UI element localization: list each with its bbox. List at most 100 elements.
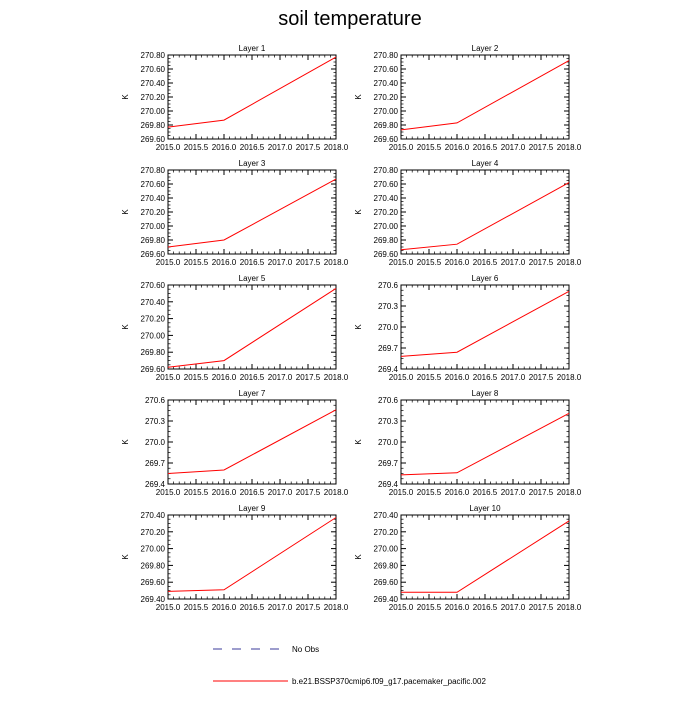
x-tick-label: 2015.5 <box>184 603 209 612</box>
x-tick-label: 2016.0 <box>212 373 237 382</box>
x-tick-label: 2017.0 <box>501 488 526 497</box>
legend: No Obs b.e21.BSSP370cmip6.f09_g17.pacemak… <box>213 645 486 686</box>
x-tick-label: 2018.0 <box>557 488 582 497</box>
legend-no-obs-label: No Obs <box>292 645 319 654</box>
x-tick-label: 2016.0 <box>445 488 470 497</box>
y-tick-label: 270.6 <box>378 281 399 290</box>
x-tick-label: 2018.0 <box>557 143 582 152</box>
y-axis-label: K <box>354 324 363 330</box>
y-tick-label: 269.7 <box>378 344 399 353</box>
x-tick-label: 2016.0 <box>212 258 237 267</box>
y-tick-label: 269.60 <box>141 135 166 144</box>
x-tick-label: 2015.0 <box>389 143 414 152</box>
x-tick-label: 2015.0 <box>156 258 181 267</box>
y-tick-label: 270.20 <box>141 208 166 217</box>
y-tick-label: 270.40 <box>374 79 399 88</box>
series-line <box>400 182 570 251</box>
y-tick-label: 270.80 <box>374 51 399 60</box>
panel-title: Layer 4 <box>472 159 499 168</box>
y-tick-label: 270.80 <box>141 51 166 60</box>
y-tick-label: 269.60 <box>141 365 166 374</box>
y-tick-label: 269.80 <box>374 561 399 570</box>
y-tick-label: 270.3 <box>378 417 399 426</box>
y-tick-label: 270.20 <box>141 528 166 537</box>
y-tick-label: 270.00 <box>141 107 166 116</box>
y-tick-label: 270.20 <box>374 93 399 102</box>
x-tick-label: 2016.5 <box>240 488 265 497</box>
x-tick-label: 2016.0 <box>445 143 470 152</box>
panel-title: Layer 1 <box>239 44 266 53</box>
x-tick-label: 2015.0 <box>156 143 181 152</box>
x-tick-label: 2017.5 <box>529 373 554 382</box>
y-tick-label: 269.4 <box>145 480 166 489</box>
x-tick-label: 2017.5 <box>296 603 321 612</box>
plot-frame <box>167 169 337 255</box>
x-tick-label: 2018.0 <box>324 373 349 382</box>
x-tick-label: 2018.0 <box>557 258 582 267</box>
panel-title: Layer 2 <box>472 44 499 53</box>
y-tick-label: 270.40 <box>141 511 166 520</box>
x-tick-label: 2017.0 <box>268 143 293 152</box>
x-tick-label: 2016.5 <box>473 603 498 612</box>
y-tick-label: 270.20 <box>141 315 166 324</box>
panel-title: Layer 9 <box>239 504 266 513</box>
series-line <box>401 520 570 593</box>
y-axis-label: K <box>121 439 130 445</box>
x-tick-label: 2015.5 <box>417 373 442 382</box>
series-line <box>167 409 337 474</box>
y-tick-label: 270.00 <box>374 545 399 554</box>
x-tick-label: 2017.5 <box>296 373 321 382</box>
y-tick-label: 269.60 <box>374 578 399 587</box>
y-tick-label: 269.80 <box>141 121 166 130</box>
x-tick-label: 2017.5 <box>529 258 554 267</box>
x-tick-label: 2015.0 <box>156 488 181 497</box>
y-tick-label: 270.20 <box>374 528 399 537</box>
y-tick-label: 270.40 <box>141 298 166 307</box>
y-tick-label: 270.00 <box>374 222 399 231</box>
plot-frame <box>400 284 570 370</box>
plot-frame <box>167 399 337 485</box>
x-tick-label: 2018.0 <box>557 603 582 612</box>
series-line <box>400 60 570 131</box>
x-tick-label: 2017.0 <box>501 143 526 152</box>
y-tick-label: 269.80 <box>141 561 166 570</box>
x-tick-label: 2015.5 <box>184 373 209 382</box>
x-tick-label: 2015.0 <box>389 488 414 497</box>
y-tick-label: 270.3 <box>145 417 166 426</box>
y-axis-label: K <box>354 94 363 100</box>
x-tick-label: 2017.0 <box>501 373 526 382</box>
x-tick-label: 2015.0 <box>389 258 414 267</box>
series-line <box>167 517 337 592</box>
y-tick-label: 270.6 <box>145 396 166 405</box>
panel-title: Layer 10 <box>469 504 501 513</box>
x-tick-label: 2016.5 <box>473 488 498 497</box>
x-tick-label: 2015.0 <box>156 373 181 382</box>
y-tick-label: 270.40 <box>141 79 166 88</box>
plot-frame <box>400 399 570 485</box>
x-tick-label: 2017.5 <box>529 143 554 152</box>
x-tick-label: 2015.5 <box>417 488 442 497</box>
series-line <box>167 56 337 128</box>
series-line <box>400 412 570 476</box>
x-tick-label: 2016.5 <box>240 143 265 152</box>
y-tick-label: 269.60 <box>374 250 399 259</box>
panel-title: Layer 3 <box>239 159 266 168</box>
y-axis-label: K <box>121 94 130 100</box>
x-tick-label: 2016.0 <box>212 143 237 152</box>
x-tick-label: 2017.5 <box>529 488 554 497</box>
x-tick-label: 2017.5 <box>529 603 554 612</box>
x-tick-label: 2016.5 <box>473 258 498 267</box>
x-tick-label: 2017.0 <box>268 488 293 497</box>
x-tick-label: 2015.0 <box>156 603 181 612</box>
y-tick-label: 269.60 <box>141 578 166 587</box>
y-tick-label: 269.80 <box>141 348 166 357</box>
